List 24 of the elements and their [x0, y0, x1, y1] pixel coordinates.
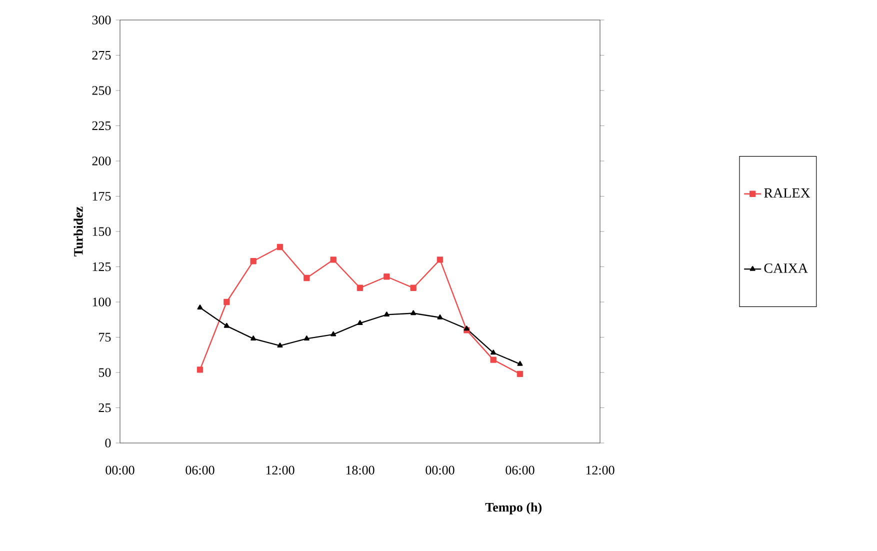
x-axis-title: Tempo (h): [485, 502, 542, 514]
y-tick-label: 250: [92, 86, 111, 95]
y-tick-label: 125: [92, 262, 111, 272]
y-tick-label: 50: [98, 368, 111, 377]
y-tick-label: 150: [92, 227, 111, 236]
y-axis-title: Turbidez: [74, 206, 83, 256]
y-tick-label: 100: [92, 298, 111, 306]
x-tick-label: 06:00: [506, 466, 534, 475]
x-tick-label: 12:00: [266, 466, 294, 475]
y-tick-label: 25: [98, 403, 111, 412]
y-tick-label: 75: [99, 332, 111, 342]
y-tick-label: 275: [92, 50, 111, 60]
legend-label: CAIXA: [764, 263, 808, 273]
y-tick-label: 300: [92, 16, 111, 24]
x-tick-label: 12:00: [586, 466, 614, 475]
x-tick-label: 00:00: [426, 466, 454, 475]
x-tick-label: 06:00: [186, 466, 214, 475]
x-tick-label: 18:00: [346, 466, 374, 475]
y-tick-label: 225: [92, 121, 111, 130]
y-tick-label: 175: [92, 192, 111, 201]
y-tick-label: 0: [105, 438, 111, 448]
legend-label: RALEX: [764, 188, 810, 198]
y-tick-label: 200: [92, 156, 111, 166]
x-tick-label: 00:00: [106, 466, 134, 475]
